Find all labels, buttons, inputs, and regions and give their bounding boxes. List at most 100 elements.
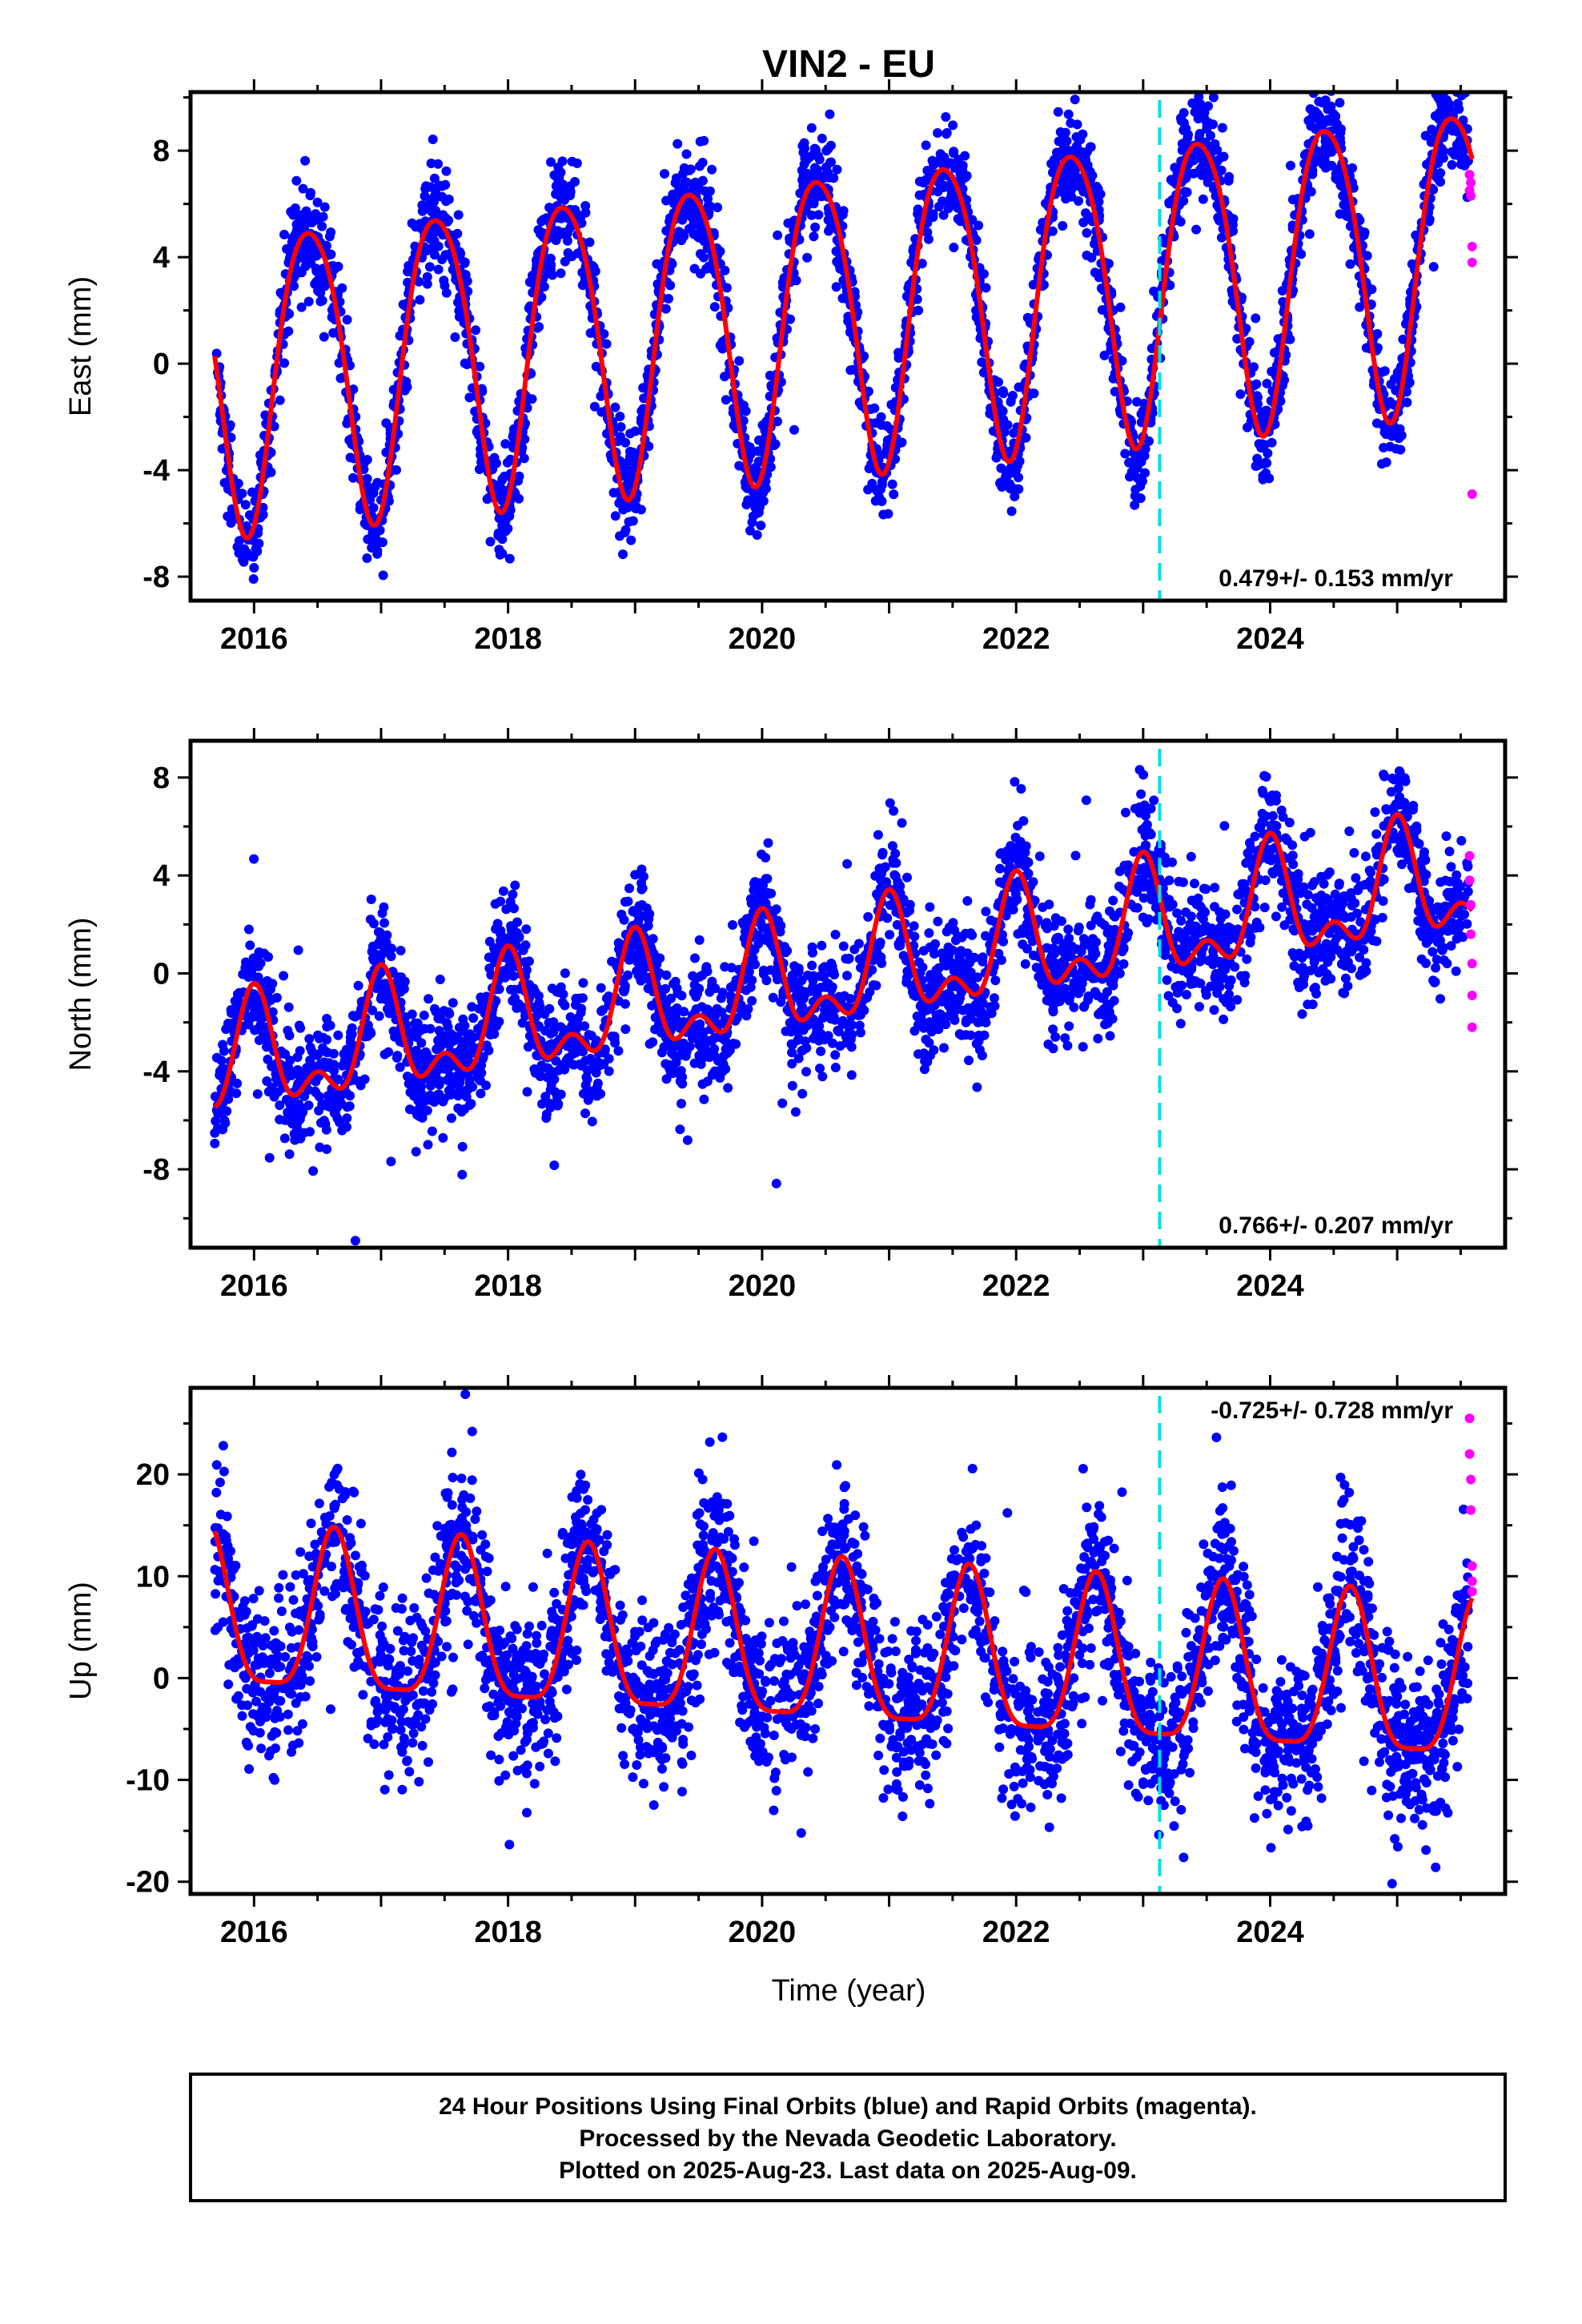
final-orbit-point <box>825 140 836 151</box>
final-orbit-point <box>1267 810 1278 821</box>
final-orbit-point <box>425 202 436 212</box>
final-orbit-point <box>246 551 256 561</box>
final-orbit-point <box>677 235 687 246</box>
final-orbit-point <box>1006 506 1017 517</box>
final-orbit-point <box>247 487 257 497</box>
final-orbit-point <box>947 195 958 205</box>
final-orbit-point <box>1074 196 1083 206</box>
final-orbit-point <box>1371 418 1382 428</box>
final-orbit-point <box>431 186 440 196</box>
final-orbit-point <box>1114 881 1124 891</box>
final-orbit-point <box>1216 232 1227 243</box>
x-tick-label: 2016 <box>220 1269 288 1303</box>
final-orbit-point <box>1208 92 1219 103</box>
final-orbit-point <box>1198 194 1208 204</box>
final-orbit-point <box>234 536 244 546</box>
final-orbit-point <box>537 1099 547 1109</box>
final-orbit-point <box>402 1072 412 1082</box>
final-orbit-point <box>462 360 472 369</box>
final-orbit-point <box>682 1135 693 1145</box>
final-orbit-point <box>1062 1040 1073 1051</box>
final-orbit-point <box>1436 73 1446 82</box>
final-orbit-point <box>441 196 452 207</box>
final-orbit-point <box>741 500 752 510</box>
final-orbit-point <box>510 880 520 891</box>
final-orbit-point <box>919 1064 930 1075</box>
final-orbit-point <box>889 489 899 500</box>
final-orbit-point <box>304 1034 315 1044</box>
final-orbit-point <box>1074 988 1084 999</box>
final-orbit-point <box>1070 94 1080 105</box>
final-orbit-point <box>424 994 434 1004</box>
final-orbit-point <box>1306 121 1316 131</box>
final-orbit-point <box>1386 786 1396 797</box>
final-orbit-point <box>453 210 464 220</box>
final-orbit-point <box>363 534 373 545</box>
final-orbit-point <box>933 187 943 197</box>
final-orbit-point <box>235 545 246 555</box>
final-orbit-point <box>1307 169 1318 179</box>
final-orbit-point <box>886 400 897 410</box>
final-orbit-point <box>1243 422 1252 432</box>
final-orbit-point <box>289 281 299 292</box>
final-orbit-point <box>366 895 376 904</box>
final-orbit-point <box>381 418 391 428</box>
final-orbit-point <box>395 1062 405 1072</box>
final-orbit-point <box>275 1100 285 1111</box>
final-orbit-point <box>990 975 1001 986</box>
final-orbit-point <box>589 401 600 412</box>
final-orbit-point <box>348 472 359 483</box>
final-orbit-point <box>626 535 636 545</box>
final-orbit-point <box>1249 362 1259 372</box>
final-orbit-point <box>748 511 758 521</box>
final-orbit-point <box>1366 867 1376 878</box>
final-orbit-point <box>342 315 352 325</box>
final-orbit-point <box>1199 107 1210 118</box>
final-orbit-point <box>818 171 829 182</box>
final-orbit-point <box>311 263 321 274</box>
final-orbit-point <box>492 458 501 468</box>
final-orbit-point <box>1086 252 1097 263</box>
final-orbit-point <box>240 500 251 510</box>
final-orbit-point <box>955 216 966 227</box>
final-orbit-point <box>254 538 264 549</box>
final-orbit-point <box>1014 472 1023 483</box>
final-orbit-point <box>422 271 432 282</box>
final-orbit-point <box>787 1080 797 1091</box>
final-orbit-point <box>817 133 827 143</box>
rapid-orbit-point <box>1466 191 1476 201</box>
final-orbit-point <box>1010 777 1020 787</box>
final-orbit-point <box>556 229 566 239</box>
final-orbit-point <box>787 1059 797 1069</box>
final-orbit-point <box>388 384 399 395</box>
final-orbit-point <box>312 197 323 207</box>
final-orbit-point <box>709 302 720 312</box>
final-orbit-point <box>620 527 630 537</box>
final-orbit-point <box>1450 150 1460 160</box>
final-orbit-point <box>458 1014 468 1024</box>
final-orbit-point <box>1355 302 1365 312</box>
final-orbit-point <box>1449 82 1459 91</box>
final-orbit-point <box>902 872 912 883</box>
final-orbit-point <box>1181 123 1191 134</box>
final-orbit-point <box>830 1050 841 1060</box>
final-orbit-point <box>791 275 801 286</box>
final-orbit-point <box>923 234 934 244</box>
final-orbit-point <box>977 357 987 368</box>
final-orbit-point <box>1134 474 1144 485</box>
final-orbit-point <box>367 1005 378 1015</box>
final-orbit-point <box>1093 183 1103 194</box>
final-orbit-point <box>319 332 329 342</box>
final-orbit-point <box>279 229 289 239</box>
final-orbit-point <box>628 447 638 457</box>
final-orbit-point <box>1337 179 1347 190</box>
final-orbit-point <box>914 176 925 187</box>
final-orbit-point <box>924 1038 934 1048</box>
final-orbit-point <box>433 241 444 251</box>
final-orbit-point <box>734 356 745 366</box>
final-orbit-point <box>893 348 904 358</box>
final-orbit-point <box>660 169 669 179</box>
final-orbit-point <box>347 1011 358 1021</box>
final-orbit-point <box>1084 211 1094 222</box>
